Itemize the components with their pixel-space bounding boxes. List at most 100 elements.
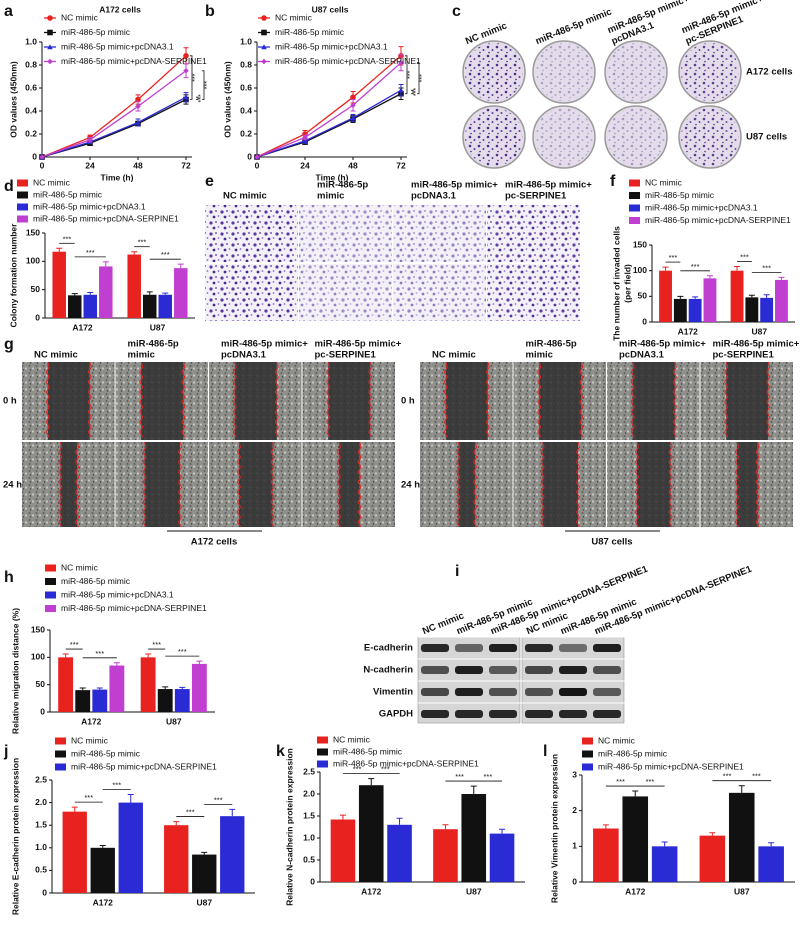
y-tick-label: 50 [31,284,41,294]
legend-label: NC mimic [33,177,71,187]
band [455,644,483,652]
error-bar [661,841,668,847]
y-tick-label: 1.0 [35,842,47,852]
panel-label: c [452,3,461,20]
band [489,666,517,674]
y-axis-label: OD values (450nm) [8,61,18,138]
y-tick-label: 2.0 [35,797,47,807]
row-label: U87 cells [746,132,787,143]
bar [699,835,726,882]
wound-edge [456,441,461,528]
band [525,666,553,674]
row-label: 24 h [3,480,22,491]
x-tick-label: 72 [396,160,406,170]
band [489,688,517,696]
y-tick-label: 0 [35,312,40,322]
point [398,59,404,66]
wound-gap [542,442,579,527]
y-axis-label: (per field) [622,264,632,303]
wound-gap [445,362,488,440]
series-line [41,70,187,158]
y-axis-label: OD values (450nm) [222,61,232,138]
error-bar [692,296,699,299]
legend-label: miR-486-5p mimic+pcDNA3.1 [645,202,758,212]
significance-label: *** [455,772,464,781]
significance-label: *** [691,262,700,271]
wound-gap [338,442,360,527]
legend-marker [47,44,53,50]
cells [487,264,580,321]
x-tick-label: A172 [625,886,646,896]
y-tick-label: 0.4 [25,105,37,115]
y-axis-label: Relative Vimentin protein expression [549,754,559,903]
y-tick-label: 0 [642,316,647,326]
wound-gap [238,442,273,527]
significance-label: *** [214,795,223,804]
y-tick-label: 1.0 [25,36,37,46]
y-tick-label: 0 [247,151,252,161]
legend-label: miR-486-5p mimic+pcDNA-SERPINE1 [33,213,179,223]
y-tick-label: 0.8 [25,59,37,69]
legend-swatch [629,217,640,224]
series-line [256,62,402,158]
legend-label: miR-486-5p mimic [645,190,715,200]
wound-edge [668,441,673,528]
band [593,666,621,674]
point [135,96,141,103]
band [593,688,621,696]
error-bar [131,251,138,255]
point [254,154,260,160]
point [183,67,189,74]
x-tick-label: 48 [133,160,143,170]
wound-edge [139,361,144,438]
y-tick-label: 3 [572,769,577,779]
wound-edge [270,441,275,528]
panel-label: e [205,173,214,190]
legend-swatch [317,748,328,756]
panel-label: h [4,569,14,586]
x-tick-label: 48 [348,160,358,170]
error-bar [201,851,208,855]
significance-bracket [190,55,193,100]
column-header: miR-486-5p mimic+ [315,339,402,350]
error-bar [778,276,785,280]
y-axis-label: Relative migration distance (%) [10,608,20,734]
significance-label: *** [484,772,493,781]
bar [593,828,619,882]
y-tick-label: 0.4 [240,105,252,115]
band [525,710,553,718]
wound-edge [87,361,92,438]
point [302,138,308,144]
significance-bracket [411,89,414,95]
error-bar [99,845,106,848]
x-tick-label: U87 [751,326,767,336]
y-axis-label: Relative E-cadherin protein expression [10,758,20,915]
significance-label: *** [84,793,93,802]
bar [58,657,74,712]
wound-edge [579,361,584,438]
wound-edge [142,441,147,528]
bar [387,824,412,882]
legend-label: NC mimic [645,177,683,187]
y-tick-label: 0.5 [35,865,47,875]
wound-edge [58,441,63,528]
significance-label: *** [95,649,104,658]
bar [330,819,356,882]
band [421,644,449,652]
column-header: mimic [317,191,344,202]
error-bar [71,293,78,296]
column-header: mimic [128,350,155,361]
significance-label: *** [186,808,195,817]
error-bar [71,806,78,812]
error-bar [113,662,120,666]
error-bar [146,291,153,295]
significance-bracket [196,96,199,100]
significance-label: *** [669,253,678,262]
bar [83,294,98,318]
legend-swatch [17,203,28,211]
y-tick-label: 0.5 [303,854,315,864]
bar [99,266,113,318]
legend-label: miR-486-5p mimic+pcDNA3.1 [275,41,388,51]
legend-marker [47,29,53,36]
wound-gap [632,362,675,440]
